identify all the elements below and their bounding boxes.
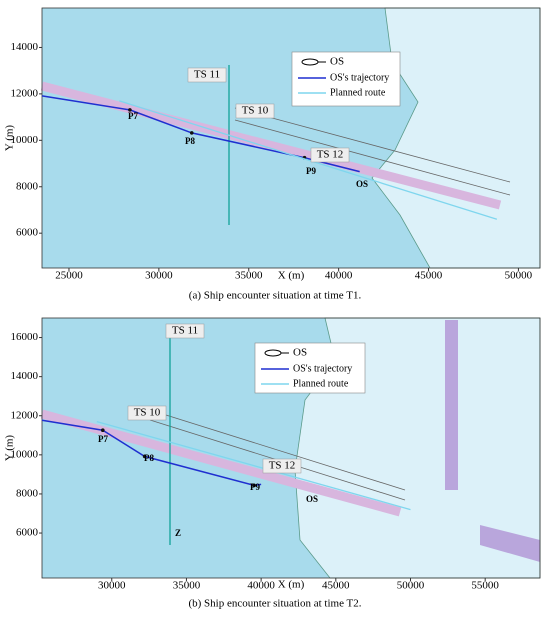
y-tick-label: 12000 [11,87,39,99]
legend-label: OS's trajectory [330,72,389,83]
legend-label: Planned route [293,378,349,389]
y-tick-label: 12000 [11,409,39,421]
y-tick-label: 14000 [11,370,39,382]
waypoint [128,108,132,112]
y-axis-label: Y (m) [4,435,16,462]
caption: (a) Ship encounter situation at time T1. [189,290,362,302]
label-box [187,67,227,83]
x-tick-label: 55000 [471,580,499,592]
y-tick-label: 6000 [16,527,39,539]
annotation: TS 10 [134,407,161,419]
waypoint [100,428,105,433]
annotation: OS [356,179,368,189]
annotation: TS 11 [194,69,220,81]
label-box [235,103,275,119]
restricted-band [480,525,540,562]
legend-box [291,51,401,107]
y-tick-label: 10000 [11,134,39,146]
chart-panel: 25000 30000 35000 40000 45000 50000 6000 8000 10… [4,7,541,302]
label-box [127,405,167,421]
annotation: Z [175,528,181,538]
annotation: TS 12 [317,149,344,161]
y-tick-label: 6000 [16,227,39,239]
traffic-lane [40,81,502,210]
annotation: TS 12 [269,460,296,472]
x-tick-label: 50000 [505,270,533,282]
y-tick-label: 8000 [16,180,39,192]
y-tick-label: 10000 [11,448,39,460]
annotation: OS [306,494,318,504]
annotation: TS 10 [242,105,269,117]
x-tick-label: 30000 [145,270,173,282]
annotation: P7 [98,434,108,444]
y-tick-label: 16000 [11,331,39,343]
x-tick-label: 25000 [55,270,83,282]
legend-label: OS's trajectory [293,363,352,374]
caption: (b) Ship encounter situation at time T2. [188,598,361,610]
x-tick-label: 45000 [415,270,443,282]
x-tick-label: 30000 [98,580,126,592]
restricted-band [445,320,458,490]
ship-heading [149,409,406,491]
x-axis-label: X (m) [278,579,305,591]
annotation: TS 11 [172,325,198,337]
x-tick-label: 35000 [173,580,201,592]
route-line [119,100,498,220]
annotation: P8 [185,136,195,146]
legend-label: Planned route [330,87,386,98]
ship-heading [234,107,511,183]
x-tick-label: 45000 [322,580,350,592]
plot-frame [41,317,541,579]
waypoint [142,454,147,459]
legend-label: OS [293,347,307,359]
legend-label: OS [330,56,344,68]
waypoint [189,131,194,135]
plot-frame [41,7,541,269]
annotation: P9 [306,166,316,176]
x-tick-label: 40000 [325,270,353,282]
label-box [165,323,205,339]
x-tick-label: 40000 [247,580,275,592]
annotation: P8 [144,453,154,463]
label-box [262,458,302,474]
x-axis-label: X (m) [278,270,305,282]
route-line [96,420,411,511]
waypoint [252,483,256,488]
chart-panel: 30000 35000 40000 45000 50000 55000 6000 8000 10… [4,317,541,610]
y-axis-label: Y (m) [4,125,16,152]
y-tick-label: 14000 [11,41,39,53]
ship-heading [234,119,511,196]
y-tick-label: 8000 [16,487,39,499]
x-tick-label: 50000 [397,580,425,592]
annotation: P9 [250,482,260,492]
label-box [310,147,350,163]
x-tick-label: 35000 [235,270,263,282]
annotation: P7 [128,111,138,121]
